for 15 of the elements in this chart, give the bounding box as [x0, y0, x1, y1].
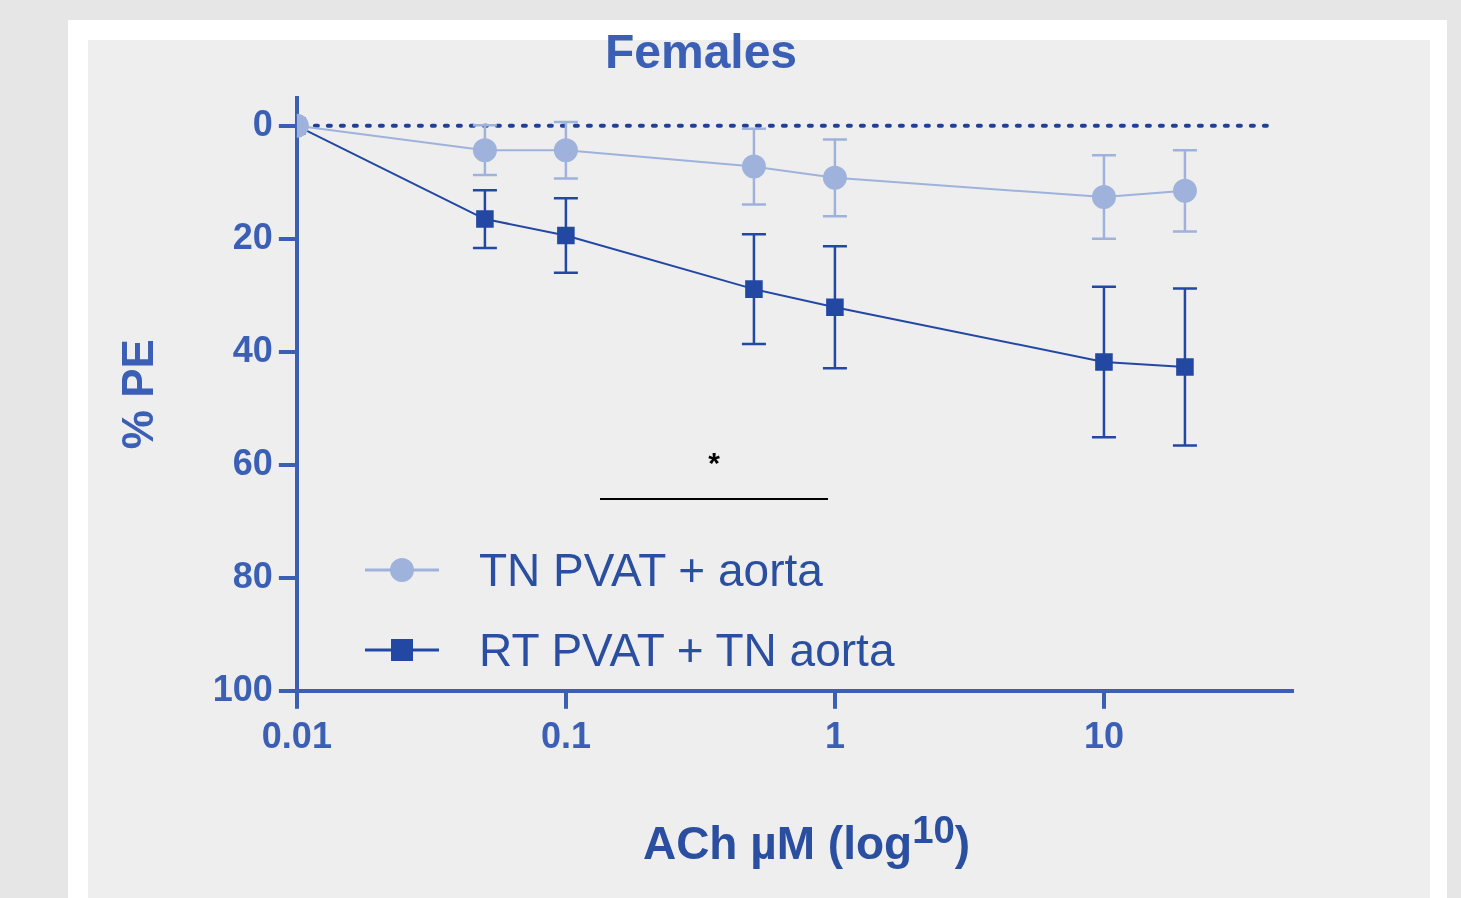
y-tick-label: 80	[232, 554, 273, 596]
x-tick-label: 1	[824, 715, 845, 757]
y-tick-label: 60	[232, 441, 273, 483]
chart-title: Females	[604, 25, 798, 79]
legend-label: RT PVAT + TN aorta	[479, 623, 895, 677]
y-tick-label: 40	[232, 328, 273, 370]
y-tick-label: 100	[212, 667, 273, 709]
y-axis-title: % PE	[112, 339, 162, 450]
x-tick-label: 0.01	[261, 715, 332, 757]
y-tick-label: 20	[232, 215, 273, 257]
x-tick-label: 10	[1083, 715, 1124, 757]
x-tick-label: 0.1	[540, 715, 591, 757]
y-tick-label: 0	[252, 102, 273, 144]
x-axis-title: ACh µM (log$^{10}$)	[641, 808, 972, 871]
legend-label: TN PVAT + aorta	[479, 543, 823, 597]
